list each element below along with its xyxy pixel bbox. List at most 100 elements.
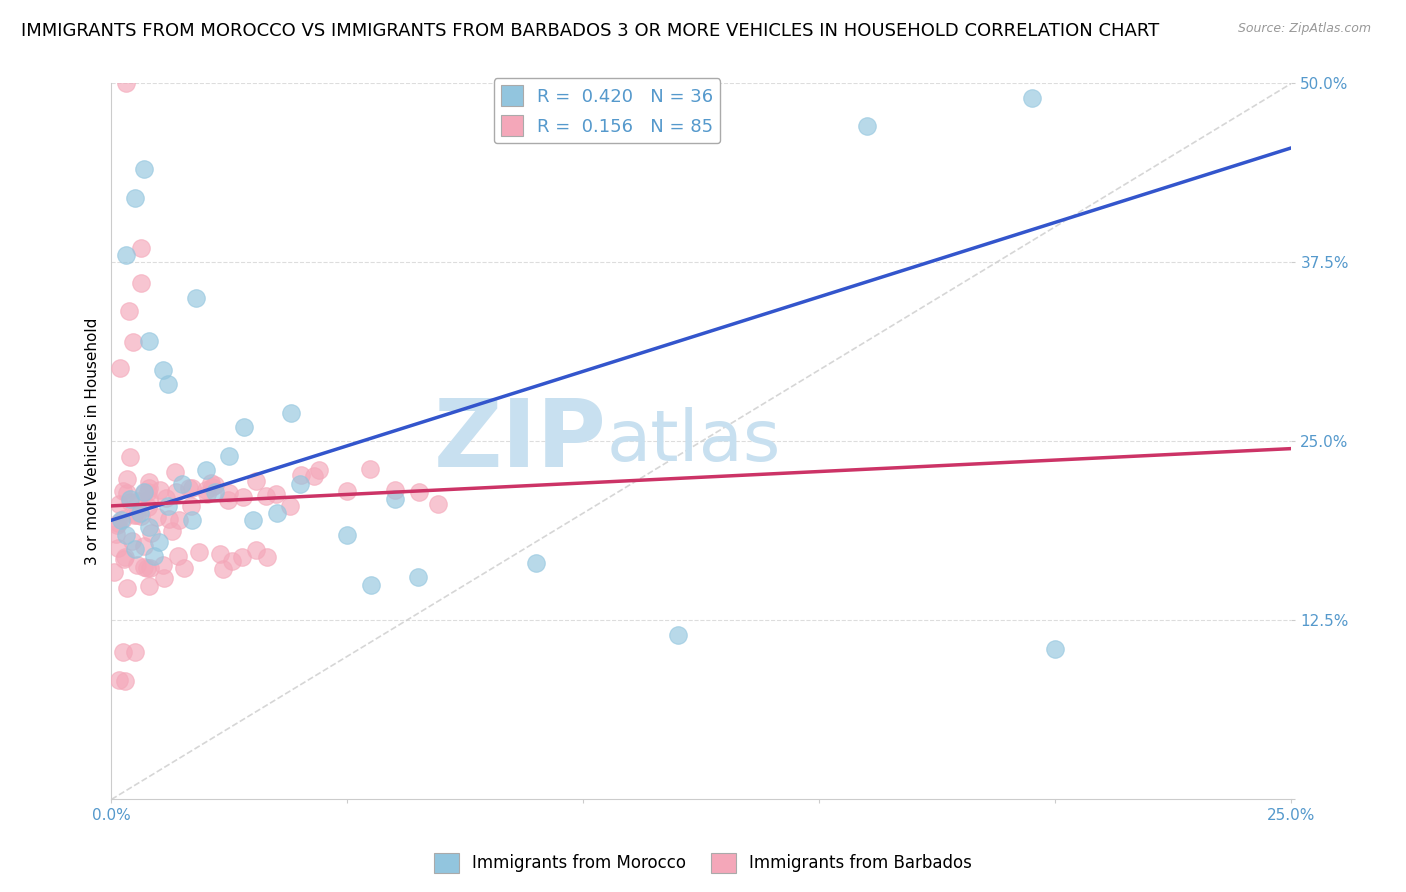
Point	[232, 420, 254, 434]
Point	[145, 509, 167, 524]
Point	[163, 465, 186, 479]
Point	[188, 545, 211, 559]
Point	[181, 481, 204, 495]
Point	[111, 484, 134, 499]
Point	[218, 486, 240, 500]
Point	[157, 377, 180, 392]
Point	[114, 527, 136, 541]
Point	[117, 582, 139, 596]
Point	[115, 77, 138, 91]
Point	[124, 191, 146, 205]
Point	[138, 560, 160, 574]
Text: ZIP: ZIP	[434, 395, 607, 487]
Point	[195, 483, 218, 498]
Point	[336, 527, 359, 541]
Point	[204, 477, 226, 491]
Point	[426, 497, 449, 511]
Point	[136, 561, 159, 575]
Point	[107, 516, 129, 531]
Point	[290, 477, 312, 491]
Point	[112, 512, 135, 526]
Point	[136, 485, 159, 500]
Legend: R =  0.420   N = 36, R =  0.156   N = 85: R = 0.420 N = 36, R = 0.156 N = 85	[494, 78, 720, 144]
Point	[139, 525, 162, 540]
Point	[120, 450, 142, 464]
Point	[107, 541, 129, 556]
Point	[186, 291, 208, 305]
Point	[194, 463, 217, 477]
Point	[142, 549, 165, 563]
Point	[122, 508, 145, 522]
Point	[155, 491, 177, 505]
Point	[242, 513, 264, 527]
Text: Source: ZipAtlas.com: Source: ZipAtlas.com	[1237, 22, 1371, 36]
Point	[217, 492, 239, 507]
Point	[127, 494, 149, 508]
Point	[290, 468, 312, 483]
Point	[524, 556, 547, 570]
Point	[129, 276, 152, 290]
Point	[112, 551, 135, 566]
Point	[108, 673, 131, 688]
Point	[180, 499, 202, 513]
Point	[120, 495, 142, 509]
Point	[149, 483, 172, 497]
Point	[103, 565, 125, 579]
Point	[280, 406, 302, 420]
Point	[112, 645, 135, 659]
Point	[221, 554, 243, 568]
Point	[110, 513, 132, 527]
Point	[157, 512, 180, 526]
Point	[408, 485, 430, 500]
Point	[245, 543, 267, 558]
Point	[129, 508, 152, 523]
Point	[152, 363, 174, 377]
Point	[138, 579, 160, 593]
Point	[138, 520, 160, 534]
Point	[406, 570, 429, 584]
Point	[129, 241, 152, 255]
Point	[114, 674, 136, 689]
Point	[108, 497, 131, 511]
Point	[165, 484, 187, 499]
Point	[304, 469, 326, 483]
Point	[132, 560, 155, 574]
Point	[128, 506, 150, 520]
Point	[666, 628, 689, 642]
Point	[132, 486, 155, 500]
Point	[359, 462, 381, 476]
Point	[115, 485, 138, 500]
Point	[167, 513, 190, 527]
Point	[114, 248, 136, 262]
Text: IMMIGRANTS FROM MOROCCO VS IMMIGRANTS FROM BARBADOS 3 OR MORE VEHICLES IN HOUSEH: IMMIGRANTS FROM MOROCCO VS IMMIGRANTS FR…	[21, 22, 1160, 40]
Point	[360, 577, 382, 591]
Point	[245, 474, 267, 488]
Point	[125, 558, 148, 572]
Point	[110, 360, 132, 375]
Point	[231, 549, 253, 564]
Point	[105, 518, 128, 533]
Point	[167, 549, 190, 564]
Point	[115, 472, 138, 486]
Point	[160, 524, 183, 538]
Point	[254, 489, 277, 503]
Point	[201, 479, 224, 493]
Point	[336, 483, 359, 498]
Point	[172, 477, 194, 491]
Point	[218, 449, 240, 463]
Point	[148, 534, 170, 549]
Point	[121, 335, 143, 350]
Point	[134, 162, 156, 177]
Point	[153, 571, 176, 585]
Point	[117, 304, 139, 318]
Point	[180, 513, 202, 527]
Point	[157, 499, 180, 513]
Point	[124, 541, 146, 556]
Point	[308, 463, 330, 477]
Point	[138, 500, 160, 514]
Point	[138, 481, 160, 495]
Point	[208, 548, 231, 562]
Point	[173, 561, 195, 575]
Point	[134, 484, 156, 499]
Point	[855, 120, 877, 134]
